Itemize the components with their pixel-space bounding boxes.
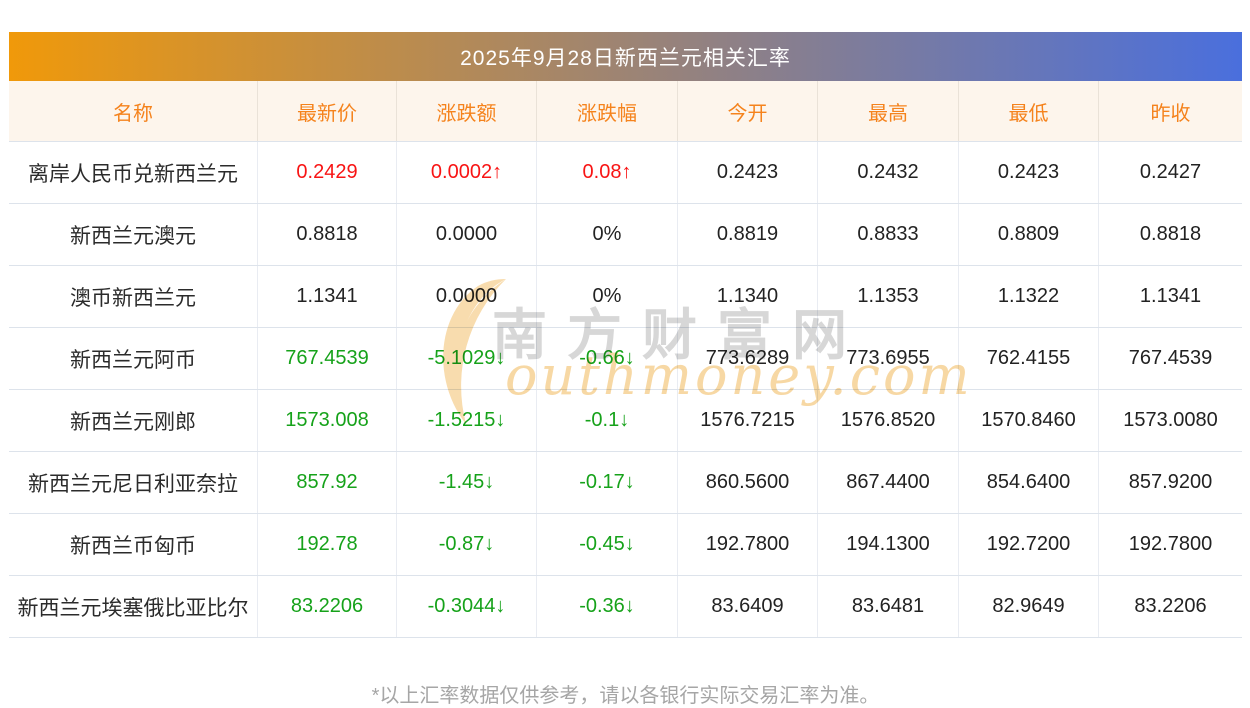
cell-latest: 1.1341 (258, 266, 397, 327)
cell-change-pct: 0.08↑ (537, 142, 678, 203)
cell-latest: 767.4539 (258, 328, 397, 389)
table-row: 澳币新西兰元 1.1341 0.0000 0% 1.1340 1.1353 1.1322 1.… (9, 265, 1242, 327)
cell-latest: 0.8818 (258, 204, 397, 265)
title-bar: 2025年9月28日新西兰元相关汇率 (9, 32, 1242, 81)
cell-open: 83.6409 (678, 576, 818, 637)
header-cell-change: 涨跌额 (397, 81, 537, 141)
header-cell-prev-close: 昨收 (1150, 102, 1191, 125)
cell-name: 离岸人民币兑新西兰元 (9, 142, 258, 203)
table-row: 新西兰币匈币 192.78 -0.87↓ -0.45↓ 192.7800 194.1300… (9, 513, 1242, 575)
page-title: 2025年9月28日新西兰元相关汇率 (460, 46, 791, 70)
cell-high: 83.6481 (818, 576, 959, 637)
cell-prev-close: 1.1341 (1139, 285, 1202, 307)
cell-prev-close: 767.4539 (1128, 347, 1213, 369)
rate-table-widget: 2025年9月28日新西兰元相关汇率 名称 最新价 涨跌额 涨跌幅 今开 最高 最低 昨收 离… (9, 32, 1242, 707)
cell-open: 1.1340 (678, 266, 818, 327)
header-cell-name: 名称 (9, 81, 258, 141)
header-cell-high: 最高 (818, 81, 959, 141)
cell-low: 854.6400 (959, 452, 1099, 513)
cell-change: 0.0000 (397, 266, 537, 327)
cell-open: 0.8819 (678, 204, 818, 265)
cell-high: 1576.8520 (818, 390, 959, 451)
cell-name: 新西兰币匈币 (9, 514, 258, 575)
header-cell-change-pct: 涨跌幅 (537, 81, 678, 141)
cell-low: 192.7200 (959, 514, 1099, 575)
cell-change: -0.3044↓ (397, 576, 537, 637)
cell-change-pct: 0% (537, 204, 678, 265)
header-cell-latest: 最新价 (258, 81, 397, 141)
cell-low: 0.2423 (959, 142, 1099, 203)
table-row: 新西兰元尼日利亚奈拉 857.92 -1.45↓ -0.17↓ 860.5600 867.… (9, 451, 1242, 513)
header-cell-open: 今开 (678, 81, 818, 141)
cell-change-pct: -0.17↓ (537, 452, 678, 513)
table-header-row: 名称 最新价 涨跌额 涨跌幅 今开 最高 最低 昨收 (9, 81, 1242, 141)
cell-latest: 192.78 (258, 514, 397, 575)
cell-latest: 83.2206 (258, 576, 397, 637)
cell-low: 1.1322 (959, 266, 1099, 327)
cell-open: 0.2423 (678, 142, 818, 203)
header-cell-low: 最低 (959, 81, 1099, 141)
cell-prev-close: 857.9200 (1128, 471, 1213, 493)
cell-change-pct: -0.66↓ (537, 328, 678, 389)
cell-open: 773.6289 (678, 328, 818, 389)
cell-change-pct: -0.1↓ (537, 390, 678, 451)
cell-prev-close: 0.8818 (1139, 223, 1202, 245)
cell-change: -5.1029↓ (397, 328, 537, 389)
cell-latest: 857.92 (258, 452, 397, 513)
cell-change: 0.0002↑ (397, 142, 537, 203)
cell-latest: 1573.008 (258, 390, 397, 451)
cell-change: -1.5215↓ (397, 390, 537, 451)
cell-low: 1570.8460 (959, 390, 1099, 451)
cell-change-pct: -0.36↓ (537, 576, 678, 637)
cell-change-pct: -0.45↓ (537, 514, 678, 575)
cell-name: 新西兰元刚郎 (9, 390, 258, 451)
cell-high: 867.4400 (818, 452, 959, 513)
cell-change: -0.87↓ (397, 514, 537, 575)
cell-name: 新西兰元尼日利亚奈拉 (9, 452, 258, 513)
cell-change: 0.0000 (397, 204, 537, 265)
table-row: 新西兰元刚郎 1573.008 -1.5215↓ -0.1↓ 1576.7215 1576… (9, 389, 1242, 451)
cell-name: 澳币新西兰元 (9, 266, 258, 327)
cell-prev-close: 83.2206 (1134, 595, 1207, 617)
cell-name: 新西兰元阿币 (9, 328, 258, 389)
cell-prev-close: 192.7800 (1128, 533, 1213, 555)
cell-prev-close: 0.2427 (1139, 161, 1202, 183)
cell-prev-close: 1573.0080 (1123, 409, 1218, 431)
table-row: 新西兰元澳元 0.8818 0.0000 0% 0.8819 0.8833 0.8809 0.… (9, 203, 1242, 265)
cell-low: 762.4155 (959, 328, 1099, 389)
cell-high: 773.6955 (818, 328, 959, 389)
cell-name: 新西兰元埃塞俄比亚比尔 (9, 576, 258, 637)
table-body: 离岸人民币兑新西兰元 0.2429 0.0002↑ 0.08↑ 0.2423 0.2432… (9, 141, 1242, 638)
cell-open: 860.5600 (678, 452, 818, 513)
cell-low: 82.9649 (959, 576, 1099, 637)
cell-open: 1576.7215 (678, 390, 818, 451)
cell-latest: 0.2429 (258, 142, 397, 203)
cell-high: 1.1353 (818, 266, 959, 327)
disclaimer-note: *以上汇率数据仅供参考，请以各银行实际交易汇率为准。 (371, 685, 880, 707)
table-row: 离岸人民币兑新西兰元 0.2429 0.0002↑ 0.08↑ 0.2423 0.2432… (9, 141, 1242, 203)
cell-low: 0.8809 (959, 204, 1099, 265)
cell-change-pct: 0% (537, 266, 678, 327)
table-row: 新西兰元埃塞俄比亚比尔 83.2206 -0.3044↓ -0.36↓ 83.6409 8… (9, 575, 1242, 638)
cell-name: 新西兰元澳元 (9, 204, 258, 265)
cell-change: -1.45↓ (397, 452, 537, 513)
cell-open: 192.7800 (678, 514, 818, 575)
table-row: 新西兰元阿币 767.4539 -5.1029↓ -0.66↓ 773.6289 773.… (9, 327, 1242, 389)
cell-high: 194.1300 (818, 514, 959, 575)
cell-high: 0.2432 (818, 142, 959, 203)
cell-high: 0.8833 (818, 204, 959, 265)
